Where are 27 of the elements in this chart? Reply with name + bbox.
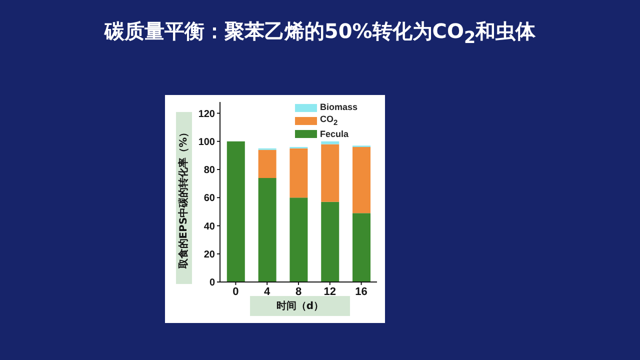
x-tick-label: 0: [232, 286, 239, 298]
bar: [321, 144, 340, 202]
y-tick-label: 60: [204, 193, 216, 204]
x-tick-label: 4: [264, 286, 272, 298]
bar: [258, 178, 276, 282]
x-tick-label: 16: [355, 286, 368, 298]
bar: [290, 198, 308, 282]
y-tick-label: 120: [198, 108, 216, 120]
bar: [290, 148, 308, 198]
bar: [258, 150, 276, 178]
y-axis-title: 取食的EPS中碳的转化率（%）: [177, 127, 191, 269]
chart-title: 碳质量平衡：聚苯乙烯的50%转化为CO$_{2}$和虫体: [103, 18, 537, 47]
bar: [352, 147, 371, 214]
x-axis-title: 时间（d）: [250, 296, 350, 316]
x-tick-label: 8: [295, 286, 302, 298]
y-tick-label: 0: [209, 278, 216, 289]
legend-label: CO$_{2}$: [320, 114, 338, 128]
x-tick-label: 12: [324, 286, 336, 298]
y-tick-label: 40: [204, 221, 216, 232]
legend-label: Biomass: [320, 102, 358, 113]
y-tick-label: 100: [198, 136, 216, 148]
bar: [321, 202, 340, 282]
bar: [352, 213, 371, 282]
legend-label: Fecula: [320, 128, 349, 140]
bar: [226, 141, 245, 282]
y-tick-label: 80: [204, 165, 216, 176]
y-tick-label: 20: [204, 249, 216, 260]
